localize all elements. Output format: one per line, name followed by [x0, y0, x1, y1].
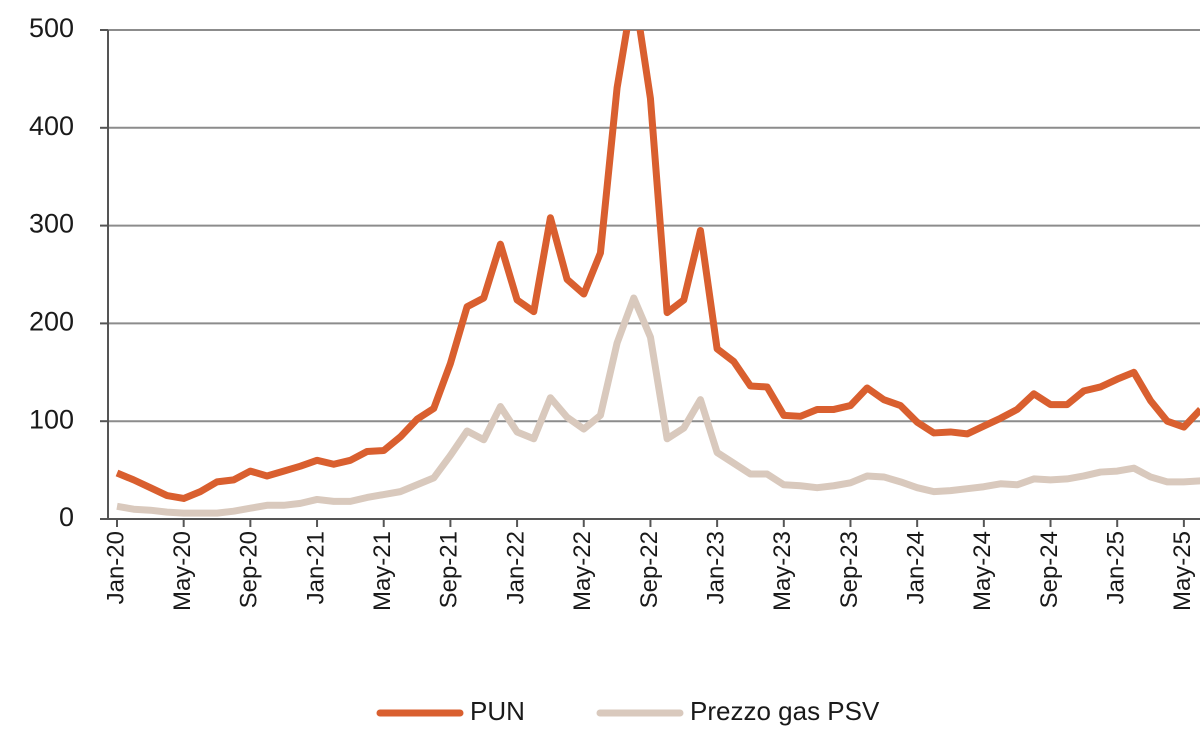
y-tick-label: 400 [29, 111, 74, 141]
x-tick-label: Jan-21 [302, 531, 329, 604]
y-tick-label: 500 [29, 13, 74, 43]
x-tick-label: May-21 [369, 531, 396, 611]
x-tick-label: Sep-20 [236, 531, 263, 608]
y-tick-label: 0 [59, 502, 74, 532]
y-tick-label: 100 [29, 404, 74, 434]
x-tick-label: Jan-24 [903, 531, 930, 604]
series-line [116, 294, 1200, 517]
labels: 0 100 200 300 400 500 Jan-20 May-20 Sep-20 Jan-21… [29, 13, 1196, 726]
x-tick-label: Jan-25 [1103, 531, 1130, 604]
x-tick-label: Sep-23 [836, 531, 863, 608]
x-tick-label: May-24 [969, 531, 996, 611]
legend-label: PUN [470, 696, 525, 726]
y-tick-label: 300 [29, 209, 74, 239]
x-tick-label: Sep-24 [1036, 531, 1063, 608]
x-tick-label: Jan-22 [502, 531, 529, 604]
y-tick-label: 200 [29, 307, 74, 337]
x-tick-label: May-23 [769, 531, 796, 611]
x-tick-label: May-22 [569, 531, 596, 611]
legend-label: Prezzo gas PSV [690, 696, 880, 726]
x-tick-label: May-25 [1169, 531, 1196, 611]
plot-area [115, 30, 1200, 517]
x-tick-label: May-20 [169, 531, 196, 611]
series-line [115, 30, 1200, 502]
x-tick-label: Jan-23 [702, 531, 729, 604]
x-tick-label: Jan-20 [102, 531, 129, 604]
x-tick-label: Sep-22 [636, 531, 663, 608]
x-tick-label: Sep-21 [436, 531, 463, 608]
